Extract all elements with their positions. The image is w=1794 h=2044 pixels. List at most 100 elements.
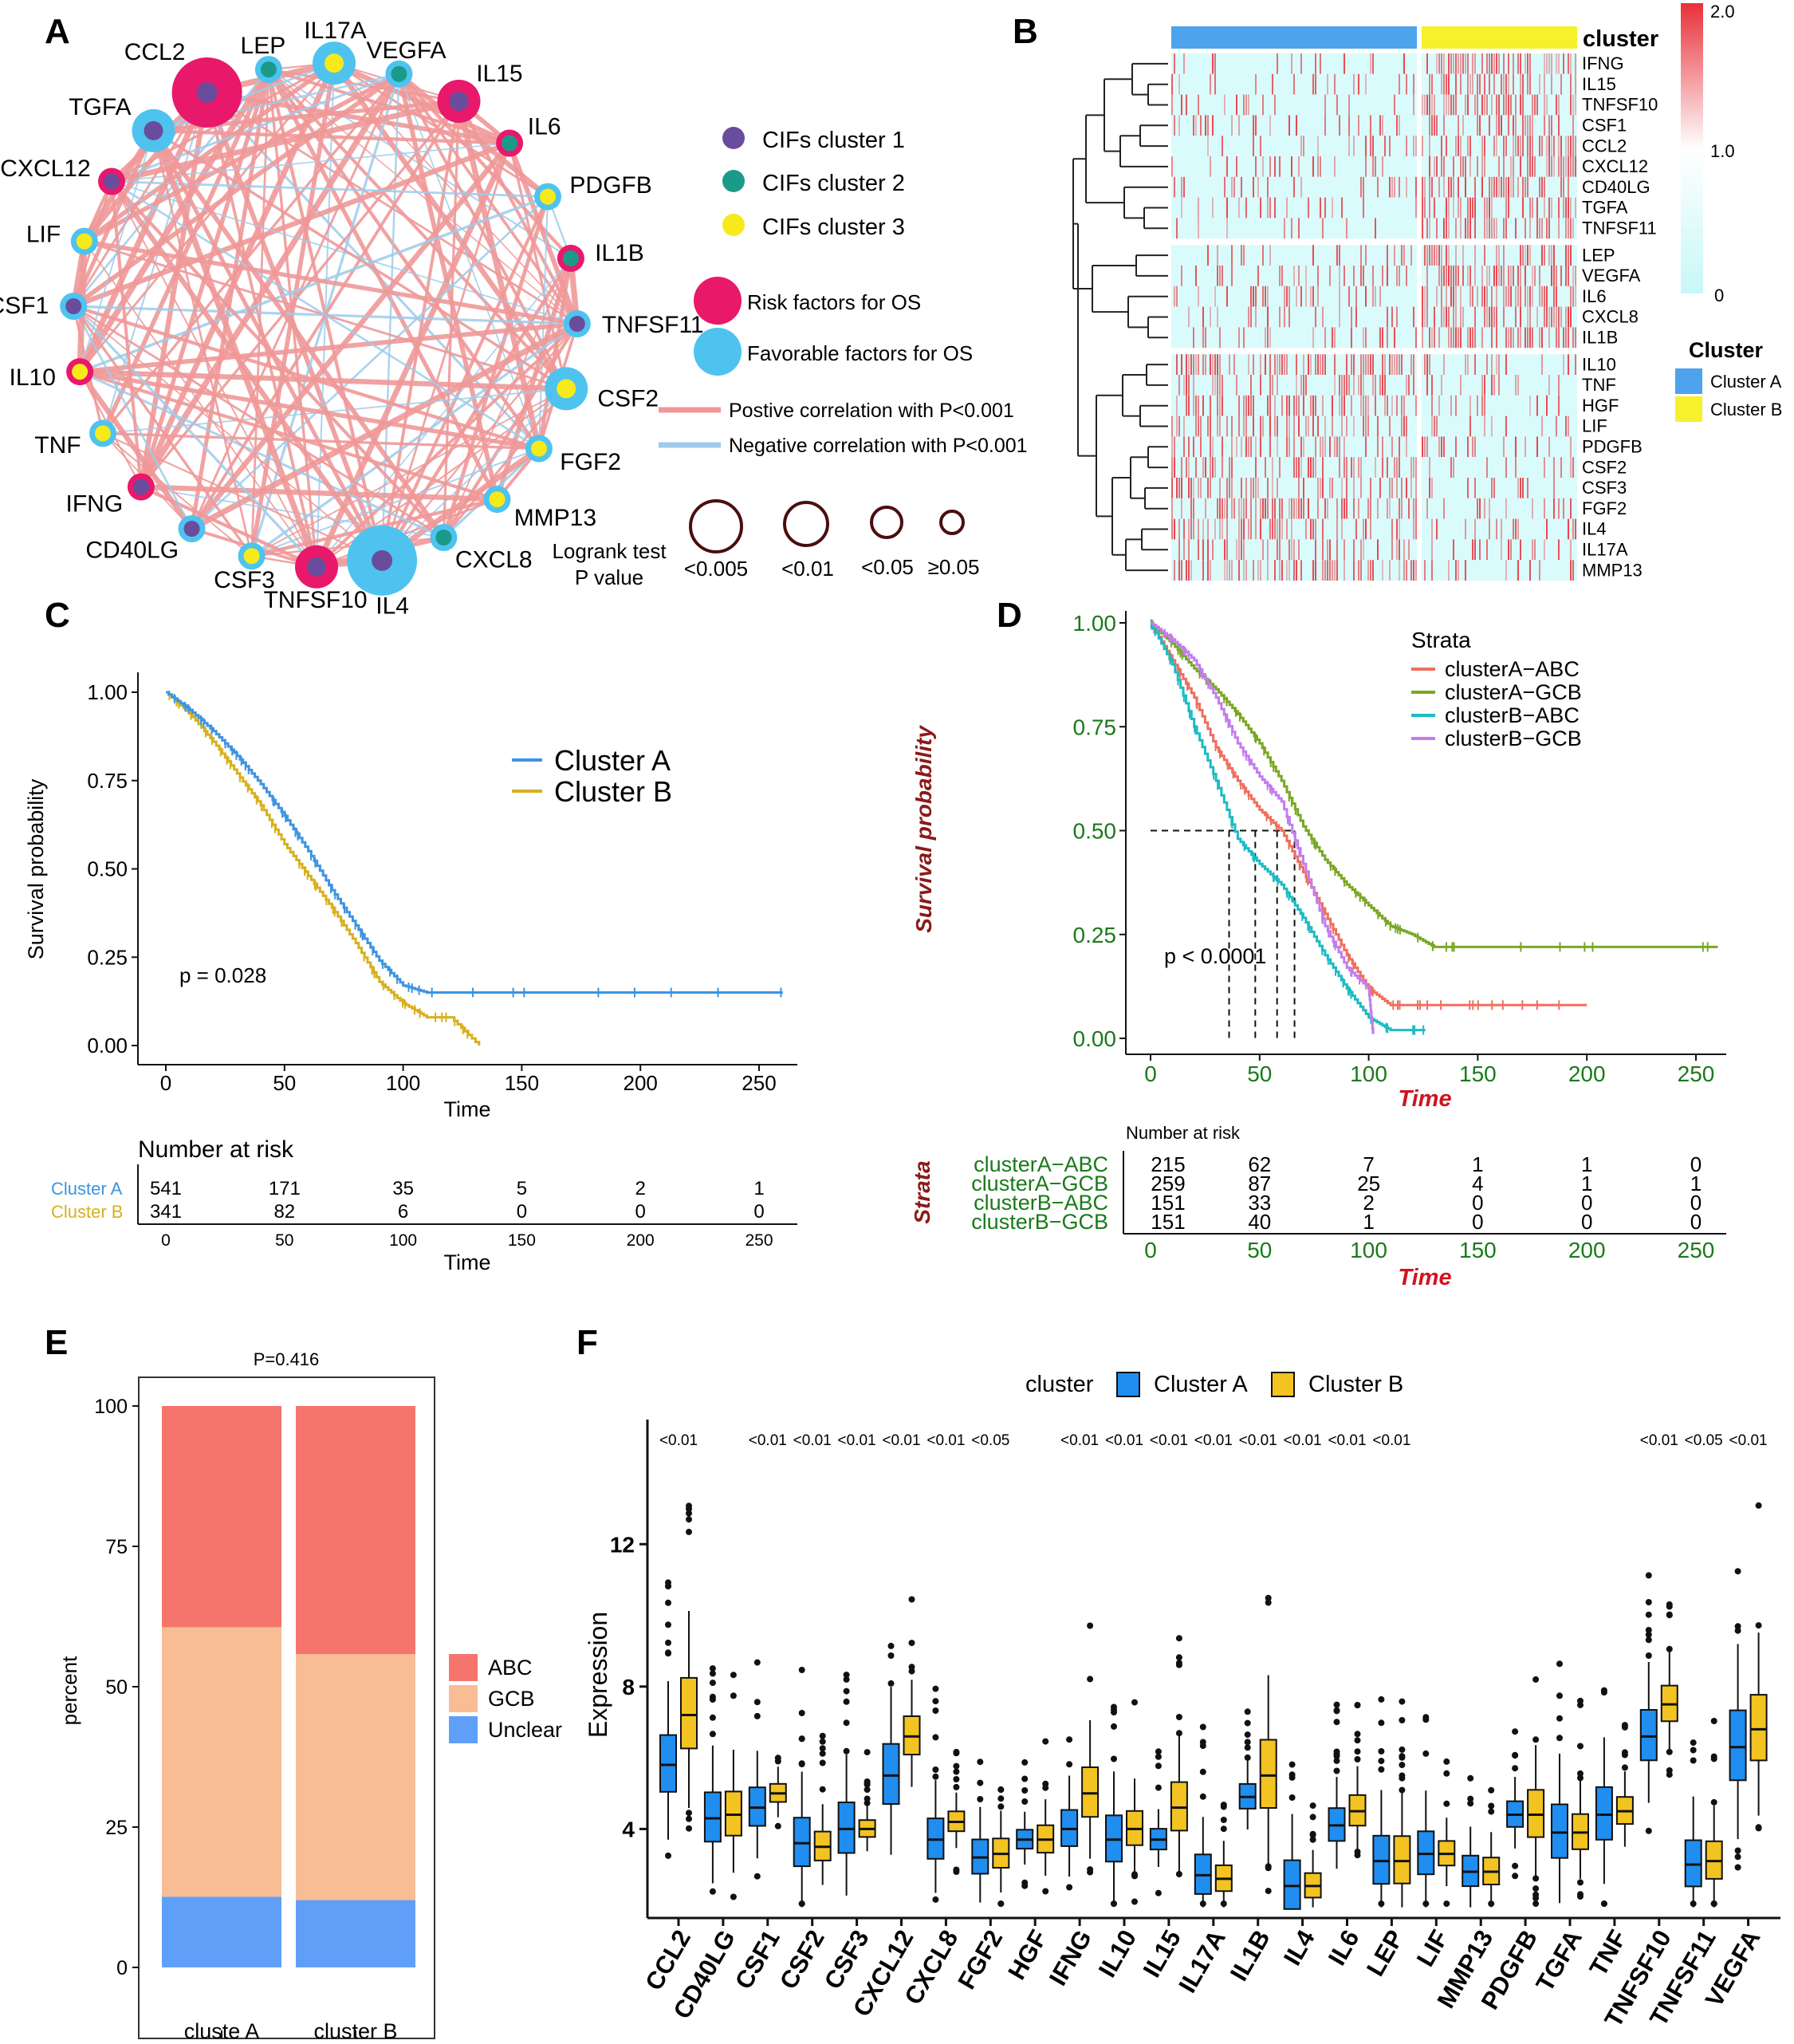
heatmap-cell: [1222, 136, 1223, 156]
heatmap-cell: [1455, 436, 1457, 458]
km-c-risk-cell: 0: [635, 1201, 646, 1223]
bar-segment-unclear: [162, 1896, 281, 1967]
heatmap-cell: [1200, 478, 1202, 498]
heatmap-cell: [1293, 498, 1295, 519]
heatmap-cell: [1575, 266, 1576, 286]
box-outlier: [843, 1688, 850, 1695]
box-outlier: [1220, 1900, 1227, 1908]
heatmap-cell: [1541, 176, 1543, 198]
heatmap-cell: [1399, 266, 1400, 286]
heatmap-cell: [1493, 176, 1495, 198]
heatmap-cell: [1453, 94, 1454, 116]
box-ytick-label: 4: [622, 1817, 635, 1841]
heatmap-cell: [1501, 518, 1502, 540]
heatmap-cell: [1322, 306, 1324, 328]
box-outlier: [730, 1672, 737, 1679]
heatmap-cell: [1387, 457, 1388, 478]
heatmap-cell: [1491, 197, 1493, 219]
heatmap-cell: [1479, 498, 1481, 519]
heatmap-cell: [1212, 354, 1214, 375]
heatmap-cell: [1525, 286, 1526, 307]
heatmap-cell: [1529, 73, 1531, 95]
heatmap-cell: [1527, 286, 1528, 307]
heatmap-cell: [1202, 395, 1204, 416]
km-c-risk-cell: 2: [635, 1178, 646, 1199]
heatmap-cell: [1382, 354, 1383, 375]
heatmap-cell: [1406, 436, 1407, 458]
legend-cif2-label: CIFs cluster 2: [762, 171, 905, 196]
heatmap-cell: [1532, 94, 1533, 116]
heatmap-cell: [1363, 518, 1364, 540]
heatmap-cell: [1536, 197, 1538, 219]
heatmap-cell: [1450, 176, 1452, 198]
cif3-legend-dot: [722, 214, 745, 236]
heatmap-cell: [1181, 176, 1182, 198]
box-vegfa-B: [1749, 1694, 1768, 1762]
heatmap-cell: [1202, 327, 1204, 349]
heatmap-cell: [1422, 136, 1423, 156]
heatmap-cell: [1450, 94, 1452, 116]
heatmap-cell: [1198, 518, 1199, 540]
heatmap-cell: [1288, 286, 1290, 307]
heatmap-cell: [1460, 156, 1462, 177]
heatmap-cell: [1517, 518, 1519, 540]
heatmap-cell: [1210, 73, 1211, 95]
heatmap-cell: [1198, 354, 1199, 375]
heatmap-cell: [1434, 197, 1435, 219]
heatmap-cell: [1286, 197, 1288, 219]
node-label-tnf: TNF: [34, 432, 81, 459]
heatmap-cell: [1265, 498, 1266, 519]
box-category-label-il4: IL4: [1278, 1924, 1320, 1970]
heatmap-cell: [1320, 53, 1321, 74]
heatmap-cell: [1217, 498, 1218, 519]
heatmap-cell: [1279, 156, 1281, 177]
heatmap-cell: [1469, 73, 1471, 95]
heatmap-cell: [1198, 197, 1199, 219]
heatmap-cell: [1513, 266, 1514, 286]
heatmap-row-bg-b: [1422, 245, 1577, 266]
heatmap-cell: [1431, 327, 1433, 349]
box-outlier: [1333, 1701, 1340, 1708]
heatmap-cell: [1226, 218, 1228, 239]
heatmap-row-bg-b: [1422, 73, 1577, 95]
box-outlier: [1488, 1900, 1495, 1908]
heatmap-cell: [1491, 94, 1493, 116]
heatmap-cell: [1539, 136, 1540, 156]
heatmap-cell: [1334, 73, 1336, 95]
heatmap-row-bg-a: [1171, 518, 1417, 540]
heatmap-cell: [1546, 94, 1548, 116]
heatmap-cell: [1570, 306, 1572, 328]
node-label-ifng: IFNG: [66, 491, 124, 518]
heatmap-cell: [1434, 327, 1435, 349]
positive-correlation-edge: [77, 370, 195, 530]
heatmap-cell: [1462, 306, 1464, 328]
positive-correlation-edge: [102, 432, 253, 557]
heatmap-cell: [1474, 518, 1476, 540]
heatmap-cell: [1188, 560, 1190, 581]
box-outlier: [977, 1796, 984, 1802]
heatmap-cell: [1529, 245, 1531, 266]
heatmap-cell: [1181, 457, 1182, 478]
box-outlier: [753, 1712, 761, 1719]
heatmap-cell: [1560, 136, 1562, 156]
heatmap-cell: [1548, 245, 1550, 266]
box-outlier: [686, 1506, 692, 1513]
heatmap-cell: [1513, 518, 1514, 540]
heatmap-cell: [1341, 375, 1343, 396]
km-c-risk-xtick: 0: [161, 1231, 171, 1250]
heatmap-cell: [1370, 518, 1371, 540]
box-outlier: [1690, 1739, 1697, 1747]
heatmap-cell: [1181, 478, 1182, 498]
heatmap-cell: [1556, 53, 1557, 74]
heatmap-cell: [1210, 415, 1211, 437]
heatmap-cell: [1353, 415, 1355, 437]
heatmap-cell: [1332, 327, 1333, 349]
heatmap-cell: [1484, 197, 1485, 219]
box-pvalue-il6: <0.01: [1328, 1432, 1366, 1449]
heatmap-cell: [1353, 375, 1355, 396]
heatmap-cell: [1231, 498, 1233, 519]
box-outlier: [819, 1732, 826, 1739]
heatmap-cell: [1467, 73, 1469, 95]
heatmap-cell: [1565, 245, 1567, 266]
box-outlier: [997, 1786, 1005, 1794]
